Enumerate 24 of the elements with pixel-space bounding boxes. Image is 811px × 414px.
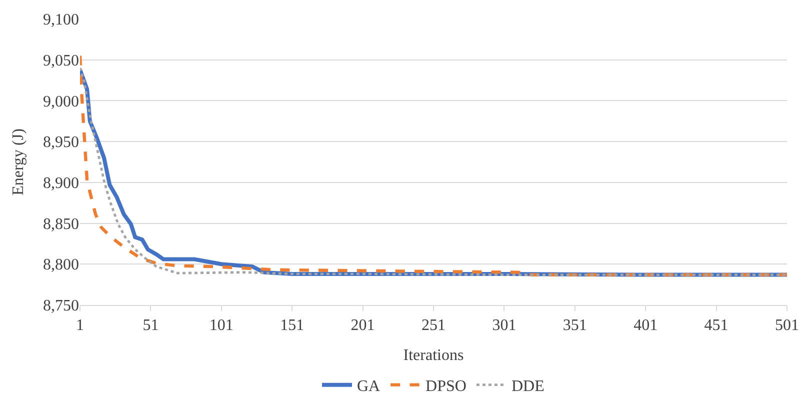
legend-label: GA [357, 378, 381, 396]
x-tick-label: 101 [209, 317, 234, 334]
x-tick-label: 151 [280, 317, 304, 334]
x-tick-label: 301 [492, 317, 516, 334]
y-tick-label: 9,100 [43, 12, 79, 29]
y-tick-label: 9,000 [43, 93, 79, 110]
x-tick-label: 501 [775, 317, 799, 334]
x-tick-label: 401 [634, 317, 658, 334]
y-axis-title: Energy (J) [10, 128, 27, 196]
x-tick-label: 51 [142, 317, 159, 334]
x-tick-label: 201 [350, 317, 375, 334]
legend-label: DDE [511, 378, 544, 396]
x-tick-label: 251 [422, 317, 446, 334]
x-axis-title: Iterations [403, 346, 464, 364]
y-tick-label: 8,900 [43, 175, 79, 192]
x-tick-label: 451 [704, 317, 728, 334]
y-tick-label: 8,800 [43, 256, 79, 274]
y-tick-label: 8,750 [43, 298, 79, 315]
y-tick-label: 8,850 [43, 216, 79, 233]
x-tick-label: 351 [562, 317, 587, 334]
y-tick-label: 8,950 [43, 134, 79, 152]
y-tick-label: 9,050 [43, 52, 79, 70]
legend-label: DPSO [426, 378, 466, 396]
x-tick-label: 1 [76, 317, 84, 334]
